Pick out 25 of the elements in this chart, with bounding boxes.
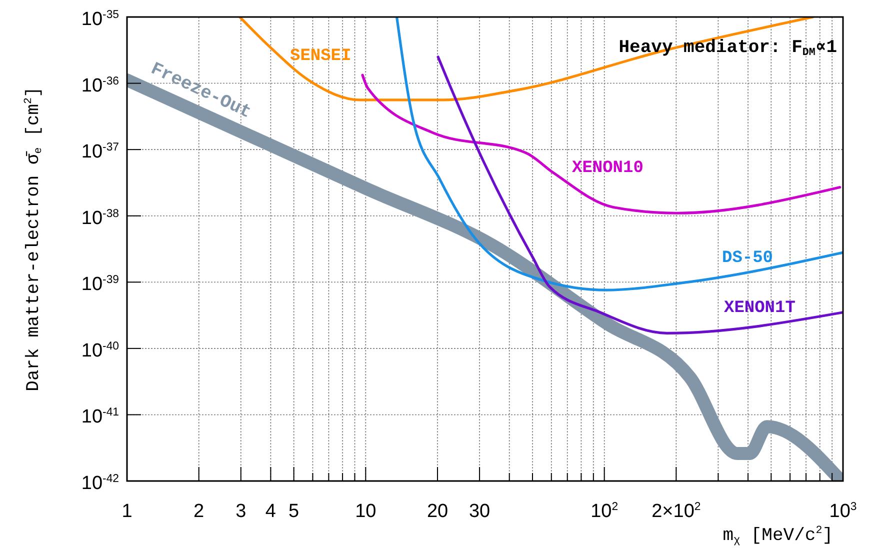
x-axis-title: m$_{χ}$ [MeV/c$^{2}$] xyxy=(722,524,833,548)
x-tick-label: 3 xyxy=(236,501,246,522)
x-tick-label: 2×10$^{2}$ xyxy=(652,500,701,522)
x-tick-label: 30 xyxy=(468,501,490,522)
y-tick-label: 10$^{-35}$ xyxy=(81,8,119,30)
x-tick-label: 10$^{2}$ xyxy=(590,500,618,522)
y-tick-label: 10$^{-39}$ xyxy=(81,274,119,296)
x-tick-label: 1 xyxy=(122,501,132,522)
y-tick-label: 10$^{-40}$ xyxy=(81,340,119,362)
series-label: XENON1T xyxy=(724,299,796,318)
series-label: DS-50 xyxy=(722,249,774,268)
x-tick-label: 4 xyxy=(265,501,276,522)
x-tick-label: 2 xyxy=(194,501,204,522)
y-tick-label: 10$^{-37}$ xyxy=(81,141,119,163)
y-tick-label: 10$^{-38}$ xyxy=(81,208,119,229)
x-tick-label: 20 xyxy=(426,501,448,522)
y-tick-label: 10$^{-42}$ xyxy=(81,472,119,494)
series-label: SENSEI xyxy=(290,47,352,66)
x-tick-label: 10 xyxy=(355,501,376,522)
x-tick-label: 5 xyxy=(288,501,300,522)
y-tick-label: 10$^{-41}$ xyxy=(81,406,119,428)
y-tick-label: 10$^{-36}$ xyxy=(81,75,119,96)
annotation: Heavy mediator: F$_{DM}$∝1 xyxy=(618,38,838,60)
series-label: XENON10 xyxy=(572,159,644,178)
x-tick-label: 10$^{3}$ xyxy=(829,500,857,522)
